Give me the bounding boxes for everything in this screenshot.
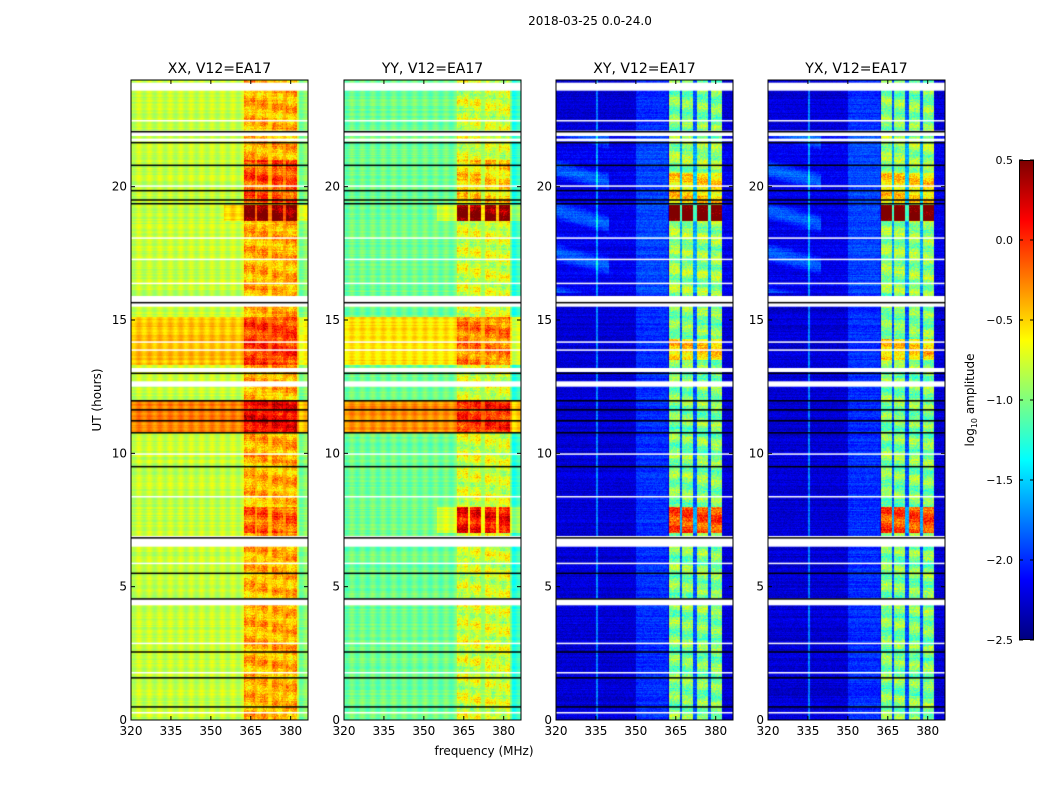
y-tick-label: 5 [544,580,552,594]
x-tick-label: 320 [120,724,143,738]
y-axis-label: UT (hours) [90,368,104,431]
figure-title: 2018-03-25 0.0-24.0 [528,14,652,28]
y-tick-label: 0 [756,713,764,727]
x-tick-label: 320 [757,724,780,738]
y-tick-label: 20 [112,180,127,194]
colorbar-tick-label: 0.0 [996,234,1014,247]
y-tick-label: 10 [749,446,764,460]
y-tick-label: 0 [119,713,127,727]
panel-frame [555,79,734,721]
x-tick-label: 350 [624,724,647,738]
y-tick-label: 0 [332,713,340,727]
colorbar-label-part: 10 [970,418,979,428]
x-tick-label: 365 [452,724,475,738]
panel-frame [130,79,309,721]
x-tick-label: 335 [372,724,395,738]
x-tick-label: 380 [492,724,515,738]
colorbar-tick-label: 0.5 [996,154,1014,167]
x-tick-label: 365 [239,724,262,738]
y-tick-label: 5 [756,580,764,594]
colorbar-tick-label: −0.5 [986,314,1013,327]
colorbar-tick-label: −1.0 [986,394,1013,407]
panel-frame [343,79,522,721]
y-tick-label: 15 [112,313,127,327]
y-tick-label: 5 [332,580,340,594]
y-tick-label: 5 [119,580,127,594]
y-tick-label: 20 [537,180,552,194]
y-tick-label: 15 [325,313,340,327]
y-tick-label: 20 [325,180,340,194]
heatmap-yy [344,80,521,720]
x-tick-label: 335 [796,724,819,738]
panel-title: XY, V12=EA17 [593,61,695,77]
panel-frame [767,79,946,721]
x-tick-label: 320 [333,724,356,738]
x-tick-label: 380 [916,724,939,738]
x-tick-label: 335 [159,724,182,738]
colorbar-tick-label: −1.5 [986,474,1013,487]
heatmap-yx [768,80,945,720]
y-tick-label: 15 [749,313,764,327]
x-tick-label: 365 [876,724,899,738]
x-tick-label: 380 [279,724,302,738]
colorbar-tick-label: −2.0 [986,554,1013,567]
x-tick-label: 320 [545,724,568,738]
y-tick-label: 20 [749,180,764,194]
colorbar-label-part: amplitude [963,354,977,418]
panel-title: XX, V12=EA17 [168,61,271,77]
x-tick-label: 335 [584,724,607,738]
x-axis-label: frequency (MHz) [434,744,533,758]
x-tick-label: 350 [199,724,222,738]
y-tick-label: 15 [537,313,552,327]
y-tick-label: 10 [112,446,127,460]
panel-title: YY, V12=EA17 [381,61,483,77]
y-tick-label: 0 [544,713,552,727]
x-tick-label: 380 [704,724,727,738]
colorbar-label-part: log [963,428,977,446]
x-tick-label: 365 [664,724,687,738]
x-tick-label: 350 [412,724,435,738]
y-tick-label: 10 [325,446,340,460]
colorbar-tick-label: −2.5 [986,634,1013,647]
heatmap-xy [556,80,733,720]
y-tick-label: 10 [537,446,552,460]
x-tick-label: 350 [836,724,859,738]
heatmap-xx [131,80,308,720]
panel-title: YX, V12=EA17 [804,61,907,77]
colorbar-label: log10 amplitude [963,354,979,447]
